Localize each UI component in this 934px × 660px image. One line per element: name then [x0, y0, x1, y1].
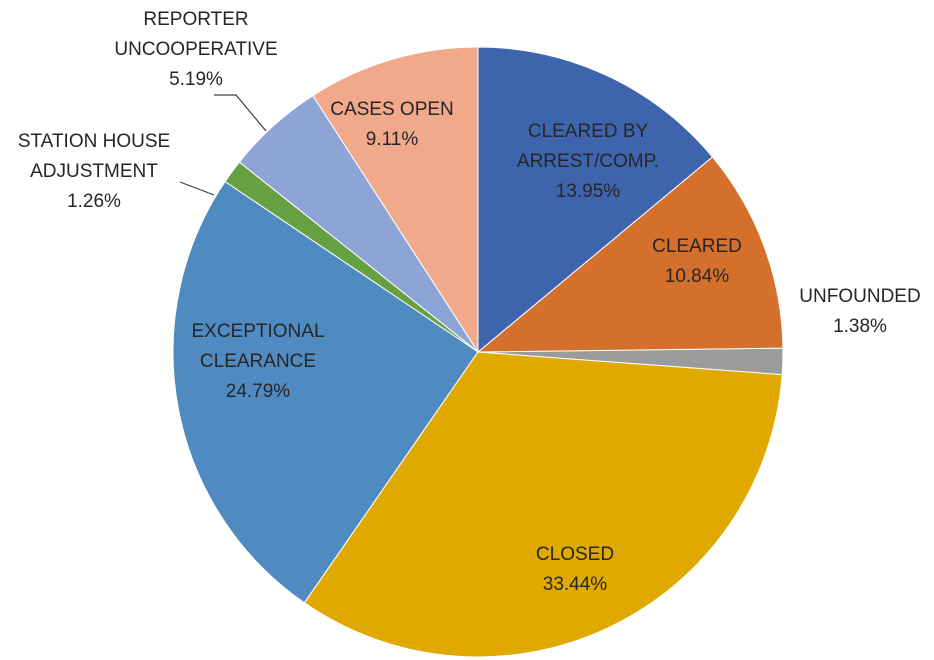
- value-label: 1.26%: [67, 191, 121, 212]
- pie-slice: [303, 351, 783, 658]
- pie-slice: [172, 180, 479, 604]
- value-label: 1.38%: [833, 316, 887, 337]
- value-label: 5.19%: [169, 69, 223, 90]
- category-label: CLEARED BY ARREST/COMP.: [516, 121, 660, 172]
- slice-label: UNFOUNDED 1.38%: [780, 282, 934, 342]
- value-label: 9.11%: [365, 129, 419, 150]
- pie-slice: [312, 46, 479, 354]
- value-label: 10.84%: [664, 266, 730, 287]
- category-label: CASES OPEN: [330, 99, 454, 120]
- pie-slice: [477, 46, 714, 354]
- slice-label: EXCEPTIONAL CLEARANCE 24.79%: [168, 317, 348, 407]
- category-label: UNFOUNDED: [799, 286, 921, 307]
- leader-line: [214, 94, 267, 132]
- value-label: 13.95%: [555, 181, 621, 202]
- category-label: EXCEPTIONAL CLEARANCE: [191, 321, 325, 372]
- leader-line: [179, 181, 215, 196]
- slice-label: CLEARED BY ARREST/COMP. 13.95%: [503, 117, 673, 207]
- slice-label: CASES OPEN 9.11%: [307, 95, 477, 155]
- category-label: CLOSED: [535, 544, 615, 565]
- slice-label: CLOSED 33.44%: [495, 540, 655, 600]
- slice-label: REPORTER UNCOOPERATIVE 5.19%: [106, 5, 286, 95]
- value-label: 24.79%: [225, 381, 291, 402]
- value-label: 33.44%: [542, 574, 608, 595]
- slice-label: STATION HOUSE ADJUSTMENT 1.26%: [0, 127, 194, 217]
- category-label: CLEARED: [652, 236, 742, 257]
- slice-label: CLEARED 10.84%: [622, 232, 772, 292]
- pie-slice: [476, 156, 784, 353]
- category-label: REPORTER UNCOOPERATIVE: [114, 9, 278, 60]
- category-label: STATION HOUSE ADJUSTMENT: [17, 131, 171, 182]
